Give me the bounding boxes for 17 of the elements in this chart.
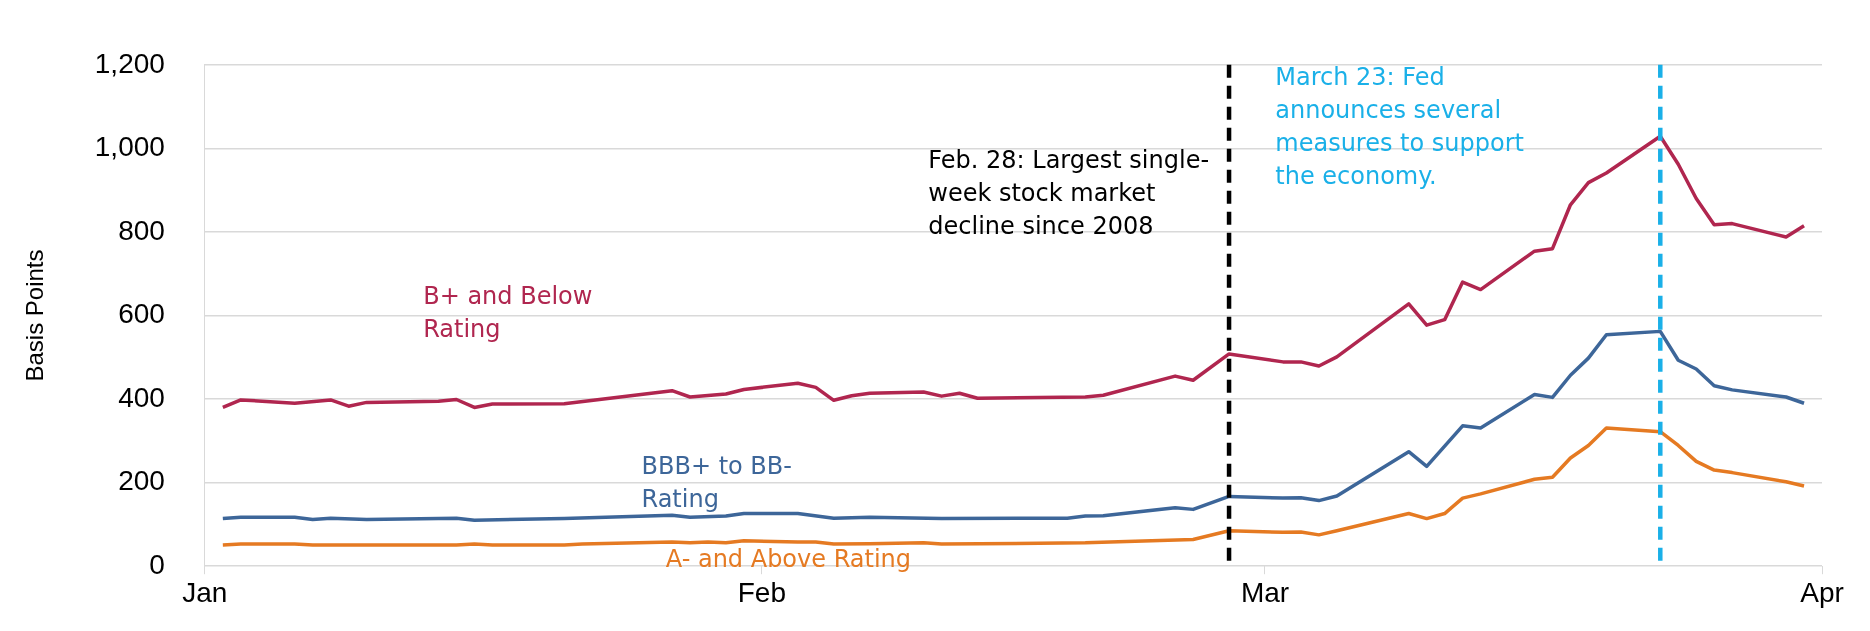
y-axis-title: Basis Points (21, 249, 49, 382)
ref-line-label: Feb. 28: Largest single-week stock market decline since 2008 (928, 146, 1210, 241)
y-tick-label: 400 (118, 381, 165, 413)
y-tick-label: 0 (149, 548, 165, 580)
x-tick-label: Apr (1800, 576, 1844, 608)
series-label: A- and Above Rating (665, 544, 912, 573)
y-tick-label: 1,000 (94, 131, 165, 163)
ref-line-label: March 23: Fed announces several measures to support the economy. (1275, 63, 1524, 191)
text: B+ and Below Rating (423, 281, 593, 343)
x-tick-label: Jan (182, 576, 228, 608)
y-tick-label: 600 (118, 298, 165, 330)
x-tick-label: Mar (1240, 576, 1290, 608)
x-tick-label: Feb (737, 576, 787, 608)
series-label: BBB+ to BB- Rating (641, 452, 792, 514)
y-tick-label: 200 (118, 465, 165, 497)
y-tick-label: 800 (118, 214, 165, 246)
y-tick-label: 1,200 (94, 47, 165, 79)
